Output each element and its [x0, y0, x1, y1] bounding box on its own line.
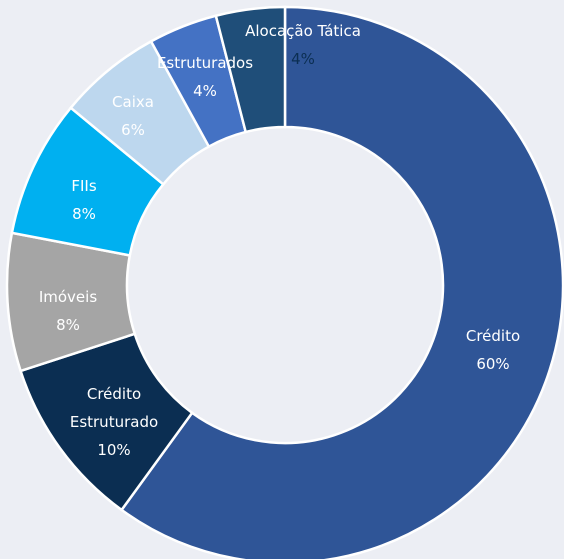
value-label: 6% [121, 121, 145, 139]
value-label: 8% [72, 205, 96, 223]
category-label: Estruturados [156, 54, 254, 72]
category-label: Alocação Tática [245, 22, 361, 40]
value-label: 60% [476, 355, 510, 373]
slice-label: Crédito 60% [428, 322, 558, 378]
category-label: Crédito Estruturado [69, 385, 159, 431]
slice-label: Alocação Tática 4% [238, 17, 368, 73]
value-label: 4% [193, 82, 217, 100]
category-label: Crédito [465, 327, 521, 345]
category-label: FIIs [71, 177, 97, 195]
value-label: 8% [56, 316, 80, 334]
slice-label: Imóveis 8% [3, 283, 133, 339]
donut-slice [214, 5, 287, 134]
category-label: Imóveis [38, 288, 98, 306]
category-label: Caixa [112, 93, 154, 111]
slice-label: FIIs 8% [19, 172, 149, 228]
value-label: 4% [291, 50, 315, 68]
slice-label: Estruturados 4% [140, 49, 270, 105]
value-label: 10% [97, 441, 131, 459]
slice-label: Caixa 6% [68, 88, 198, 144]
slice-label: Crédito Estruturado 10% [59, 380, 169, 464]
donut-slice [119, 5, 564, 559]
